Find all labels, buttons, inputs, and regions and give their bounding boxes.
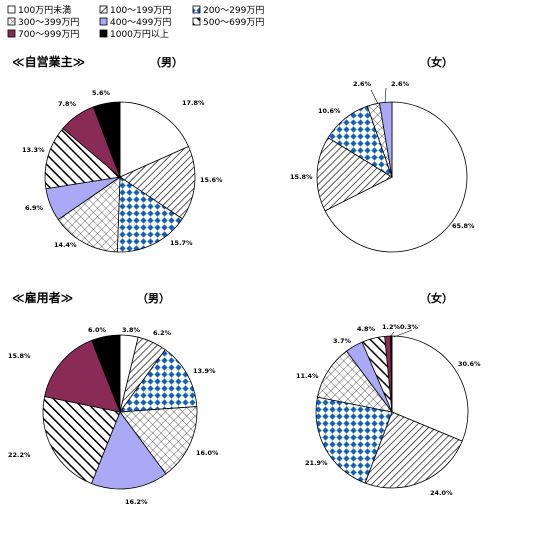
pie-slice: [57, 176, 121, 253]
legend-swatch: [99, 29, 108, 38]
data-label: 3.7%: [333, 337, 352, 345]
pie-employee-female: 30.6% 24.0% 21.9% 11.4% 3.7% 4.8% 1.2% 0.3%: [296, 323, 481, 497]
pie-slice: [44, 339, 121, 413]
label-self-employed-male: （男）: [150, 56, 183, 69]
label-self-employed-female: （女）: [420, 55, 453, 69]
legend-item: 300～399万円: [7, 17, 79, 28]
legend-swatch: [99, 5, 108, 14]
pie-slice: [119, 349, 198, 413]
legend-label: 700～999万円: [18, 29, 79, 40]
data-label: 15.8%: [8, 352, 31, 360]
pie-slice: [42, 396, 121, 485]
legend-swatch: [192, 17, 201, 26]
label-employee-female: （女）: [420, 291, 453, 305]
legend-swatch: [192, 5, 201, 14]
data-label: 16.0%: [196, 449, 219, 457]
pie-slice: [119, 101, 190, 178]
leader-line: [393, 329, 413, 338]
data-label: 65.8%: [452, 222, 475, 230]
pie-slice: [44, 127, 121, 190]
data-label: 7.8%: [58, 100, 77, 108]
leader-line: [384, 87, 387, 104]
data-label: 16.2%: [125, 498, 148, 506]
legend-item: 200～299万円: [192, 5, 264, 16]
data-label: 11.4%: [296, 372, 319, 380]
legend-item: 100～199万円: [99, 5, 171, 16]
data-label: 17.8%: [182, 99, 205, 107]
leader-line: [370, 89, 379, 105]
pie-slice: [316, 137, 393, 212]
data-label: 13.3%: [22, 146, 45, 154]
data-label: 24.0%: [430, 489, 453, 497]
data-label: 2.6%: [391, 80, 410, 88]
legend-label: 500～699万円: [203, 17, 264, 28]
legend-swatch: [7, 17, 16, 26]
data-label: 6.9%: [25, 204, 44, 212]
data-label: 6.0%: [88, 326, 107, 334]
legend-item: 700～999万円: [7, 29, 79, 40]
data-label: 30.6%: [458, 360, 481, 368]
data-label: 4.8%: [357, 325, 376, 333]
data-label: 15.8%: [290, 173, 313, 181]
data-label: 0.3%: [400, 323, 419, 331]
legend-label: 400～499万円: [110, 17, 171, 28]
legend-swatch: [7, 29, 16, 38]
pie-slice: [324, 101, 468, 253]
pie-slice: [315, 396, 393, 484]
pie-slice: [119, 406, 198, 475]
legend-swatch: [7, 5, 16, 14]
legend-item: 400～499万円: [99, 17, 171, 28]
data-label: 6.2%: [153, 329, 172, 337]
data-label: 5.6%: [92, 89, 111, 97]
pie-slice: [90, 411, 167, 490]
label-employee-male: （男）: [137, 292, 170, 305]
leader-line: [389, 331, 395, 338]
pie-slice: [116, 176, 183, 253]
pie-self-employed-female: 65.8% 15.8% 10.6% 2.6% 2.6%: [290, 80, 475, 253]
pie-slice: [91, 334, 121, 413]
legend-item: 500～699万円: [192, 17, 264, 28]
data-label: 21.9%: [305, 459, 328, 467]
data-label: 3.8%: [122, 326, 141, 334]
data-label: 15.7%: [170, 239, 193, 247]
legend-label: 100～199万円: [110, 5, 171, 16]
pie-slice: [92, 101, 121, 178]
pie-slice: [391, 335, 469, 442]
data-label: 1.2%: [382, 323, 401, 331]
legend-item: 1000万円以上: [99, 29, 169, 40]
data-label: 2.6%: [353, 80, 372, 88]
legend-label: 100万円未満: [18, 4, 71, 16]
section-title-self-employed: ≪自営業主≫: [12, 54, 85, 69]
data-label: 22.2%: [8, 451, 31, 459]
legend-label: 200～299万円: [203, 5, 264, 16]
legend-swatch: [99, 17, 108, 26]
pie-slice: [364, 411, 463, 489]
pie-slice: [119, 145, 196, 220]
section-title-employee: ≪雇用者≫: [12, 290, 73, 305]
data-label: 10.6%: [318, 107, 341, 115]
data-label: 15.6%: [200, 176, 223, 184]
pie-slice: [379, 101, 393, 178]
data-label: 13.9%: [193, 367, 216, 375]
legend: 100万円未満 100～199万円 200～299万円 300～399万円 400～49…: [7, 4, 264, 40]
pie-self-employed-male: 17.8% 15.6% 15.7% 14.4% 6.9% 13.3% 7.8% 5.6%: [22, 89, 223, 253]
data-label: 14.4%: [54, 241, 77, 249]
legend-label: 1000万円以上: [110, 29, 169, 40]
pie-employee-male: 3.8% 6.2% 13.9% 16.0% 16.2% 22.2% 15.8% 6.0%: [8, 326, 219, 506]
legend-label: 300～399万円: [18, 17, 79, 28]
legend-item: 100万円未満: [7, 4, 71, 16]
